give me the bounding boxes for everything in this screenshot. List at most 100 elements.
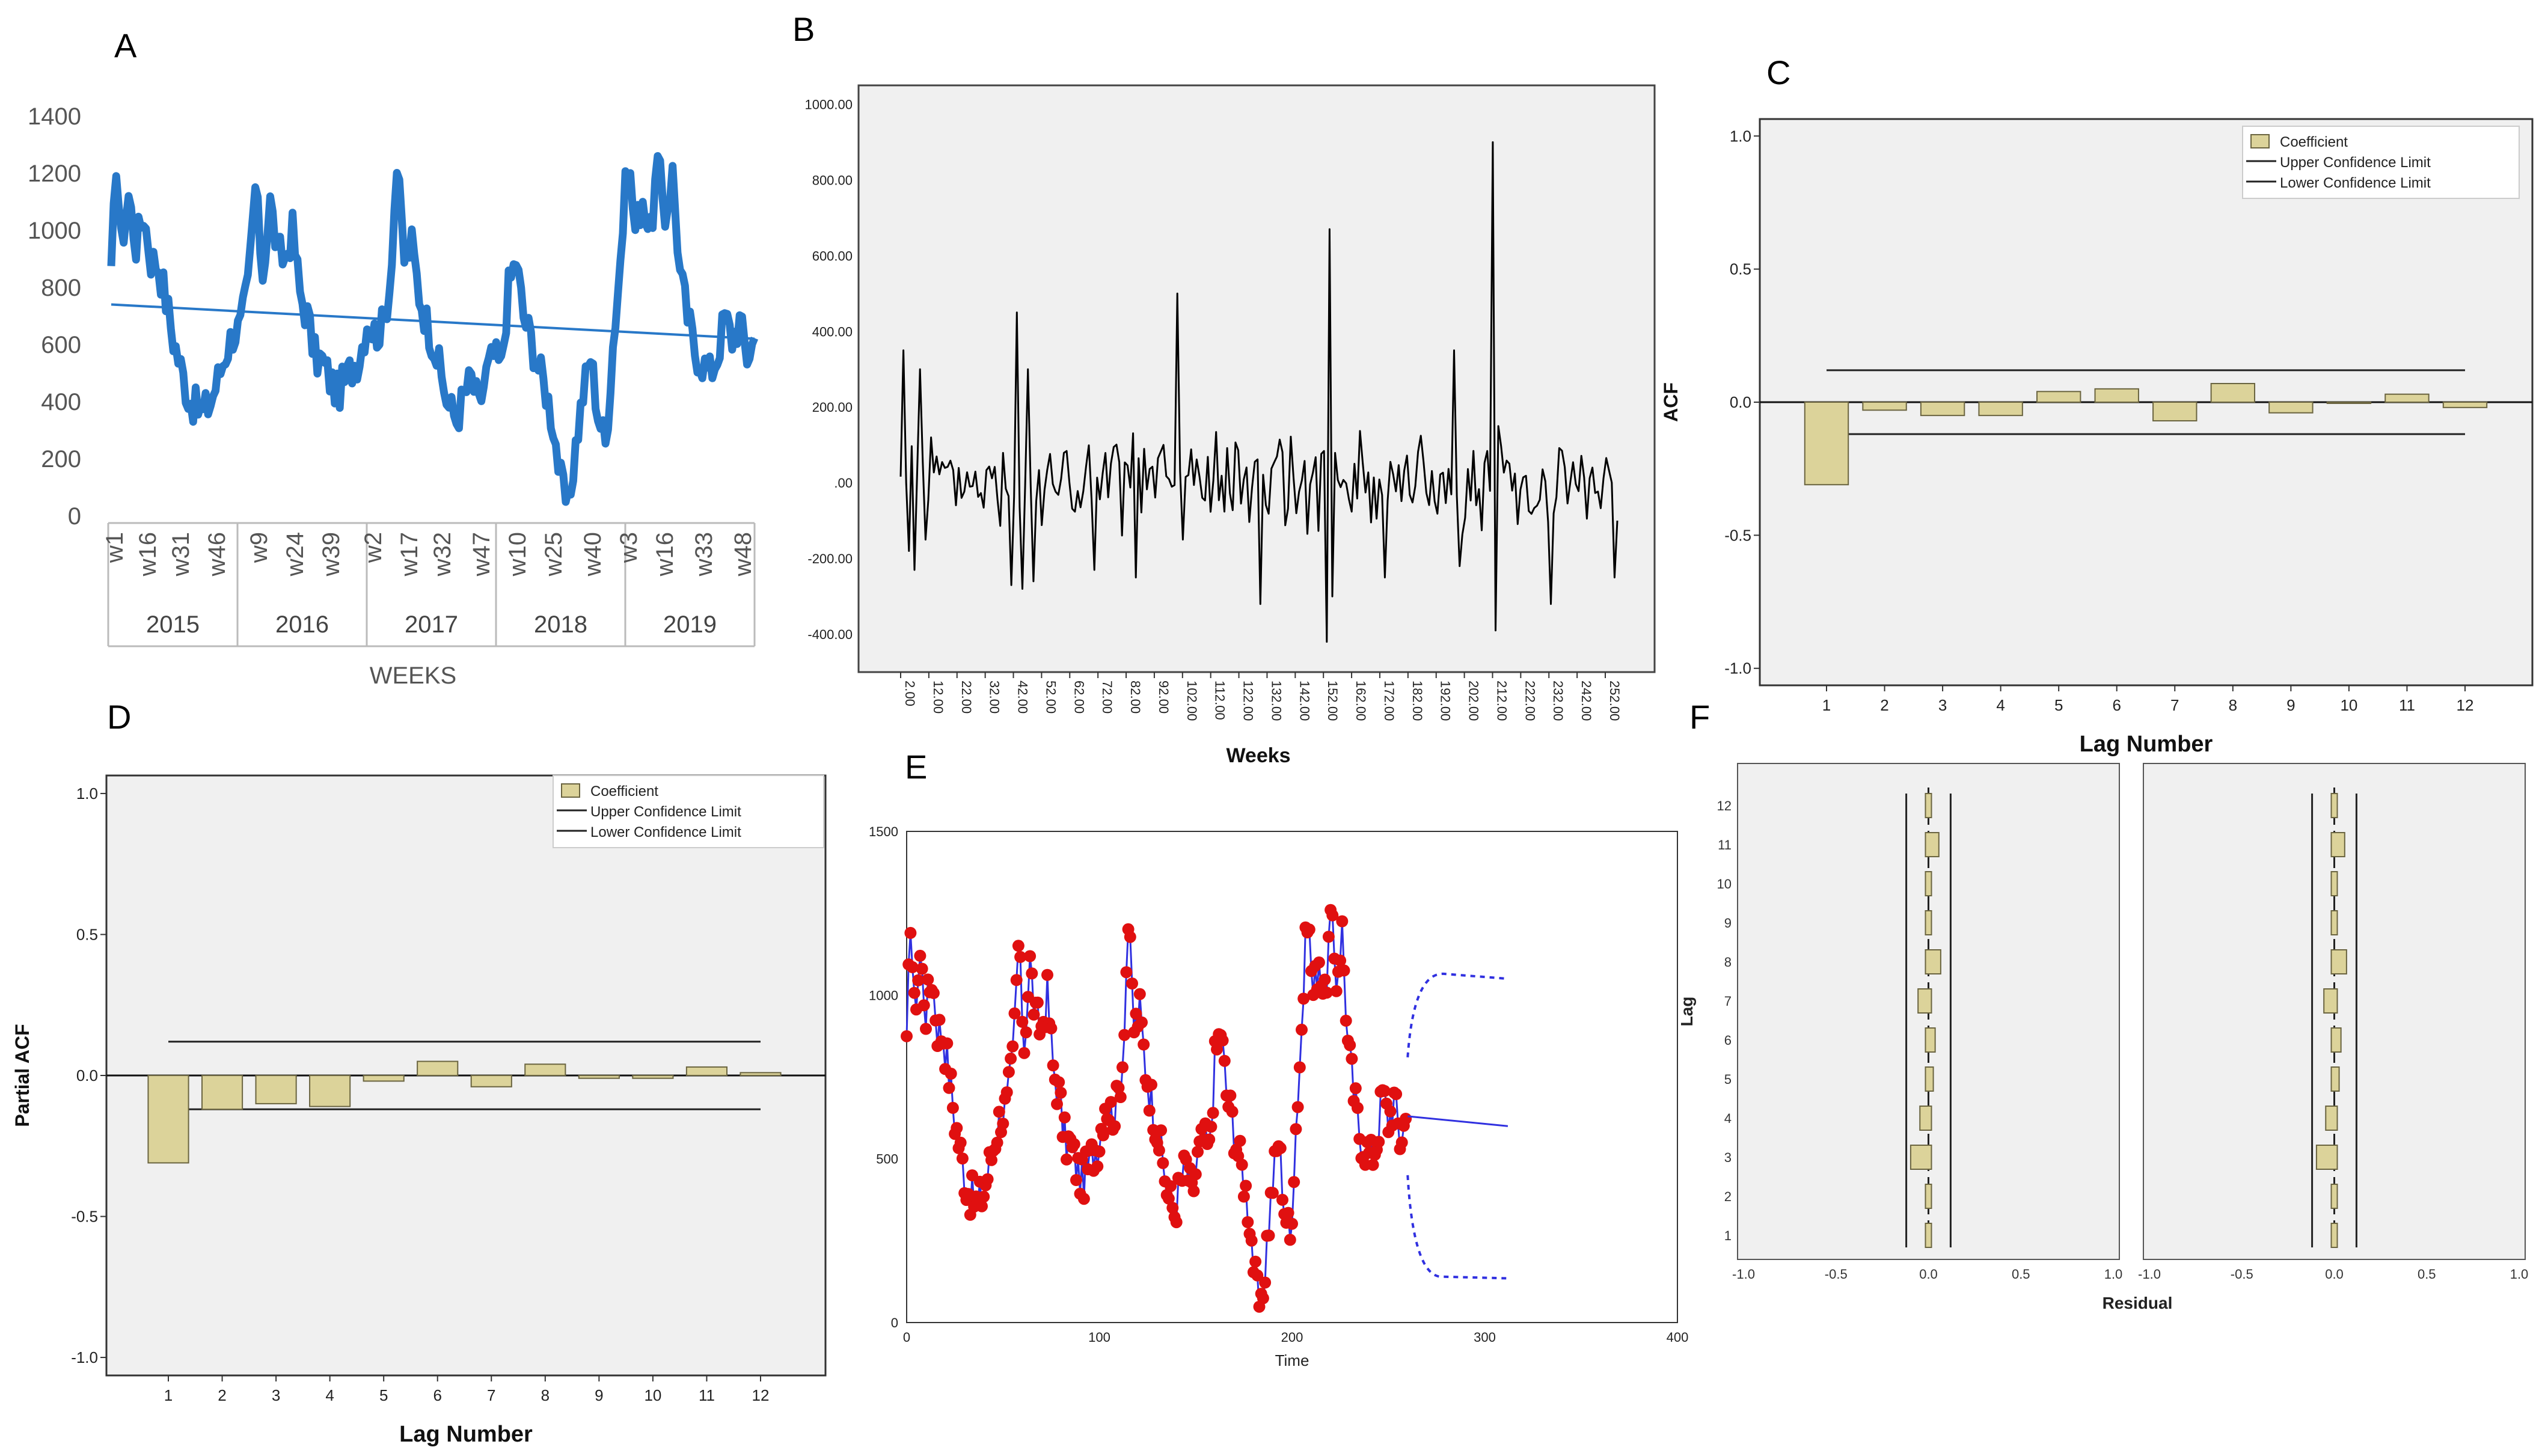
- e-data-point: [985, 1154, 997, 1166]
- e-data-point: [1263, 1229, 1275, 1242]
- e-data-point: [1014, 950, 1027, 963]
- c-legend-swatch: [2250, 134, 2270, 148]
- f-ytick-label: 5: [1724, 1072, 1732, 1087]
- d-xtick-label: 4: [325, 1386, 334, 1404]
- b-ytick-label: 800.00: [812, 173, 853, 188]
- e-data-point: [997, 1118, 1009, 1130]
- e-data-point: [906, 961, 919, 973]
- e-data-point: [1390, 1088, 1403, 1100]
- e-data-point: [1290, 1123, 1302, 1136]
- d-bar: [470, 1075, 512, 1087]
- e-data-point: [1157, 1157, 1169, 1169]
- d-xtick-label: 7: [487, 1386, 495, 1404]
- e-data-point: [1051, 1098, 1063, 1110]
- e-data-point: [1276, 1193, 1288, 1206]
- e-x-axis-title: Time: [1275, 1351, 1309, 1369]
- f-right-bar: [2330, 793, 2338, 818]
- e-data-point: [1097, 1129, 1109, 1142]
- d-xtick-label: 6: [433, 1386, 441, 1404]
- e-data-point: [1166, 1202, 1179, 1214]
- e-data-point: [991, 1136, 1003, 1149]
- c-bar: [1862, 402, 1907, 411]
- f-right-bar: [2323, 988, 2338, 1014]
- e-data-point: [1091, 1160, 1104, 1173]
- e-data-point: [1006, 1040, 1019, 1053]
- f-ytick-label: 12: [1717, 798, 1732, 813]
- e-data-point: [1211, 1043, 1223, 1056]
- b-xtick-label: 52.00: [1043, 681, 1058, 714]
- e-data-point: [1318, 973, 1331, 986]
- f-left-xtick-label: 0.0: [1919, 1267, 1938, 1282]
- b-xtick-label: 62.00: [1071, 681, 1086, 714]
- e-data-point: [1005, 1052, 1017, 1065]
- f-left-bar: [1917, 988, 1932, 1014]
- e-data-point: [1340, 1014, 1352, 1027]
- e-data-point: [1224, 1089, 1237, 1102]
- e-data-point: [1058, 1111, 1071, 1124]
- e-data-point: [1207, 1107, 1219, 1119]
- e-xtick-label: 400: [1667, 1330, 1689, 1345]
- c-xtick-label: 6: [2112, 696, 2121, 714]
- e-data-point: [1138, 1038, 1150, 1051]
- e-data-point: [1226, 1106, 1239, 1118]
- e-data-point: [1320, 986, 1333, 999]
- panel-letter-f: F: [1689, 698, 1710, 736]
- d-bar: [255, 1075, 297, 1104]
- c-xtick-label: 1: [1822, 696, 1831, 714]
- f-left-xtick-label: 1.0: [2104, 1267, 2123, 1282]
- d-xtick-label: 12: [752, 1386, 770, 1404]
- a-ytick-label: 0: [68, 503, 81, 530]
- e-data-point: [981, 1173, 994, 1185]
- e-data-point: [922, 973, 934, 986]
- e-data-point: [1026, 967, 1038, 980]
- e-data-point: [1312, 956, 1325, 968]
- d-xtick-label: 5: [379, 1386, 388, 1404]
- e-data-point: [1395, 1136, 1408, 1149]
- a-week-label: w31: [168, 532, 194, 577]
- e-data-point: [1010, 974, 1023, 986]
- f-right-bar: [2330, 1066, 2340, 1092]
- e-data-point: [951, 1122, 963, 1134]
- e-data-point: [1259, 1276, 1272, 1289]
- f-right-bar: [2315, 1145, 2338, 1170]
- e-data-point: [1274, 1142, 1287, 1154]
- a-week-label: w32: [429, 532, 456, 577]
- c-bar: [2384, 393, 2430, 403]
- e-data-point: [1012, 940, 1024, 952]
- e-data-point: [1153, 1144, 1165, 1157]
- e-data-point: [1028, 1008, 1040, 1021]
- e-data-point: [1218, 1054, 1231, 1067]
- e-data-point: [1016, 1015, 1029, 1028]
- b-xtick-label: 92.00: [1156, 681, 1171, 714]
- f-left-bar: [1925, 1066, 1934, 1092]
- panel-letter-a: A: [114, 26, 137, 64]
- e-plot-area: [906, 831, 1678, 1323]
- d-legend-label: Lower Confidence Limit: [590, 824, 741, 840]
- d-xtick-label: 2: [218, 1386, 226, 1404]
- f-ytick-label: 3: [1724, 1150, 1732, 1165]
- e-ytick-label: 1000: [869, 988, 898, 1003]
- e-data-point: [1187, 1185, 1200, 1198]
- e-data-point: [1326, 909, 1339, 922]
- e-data-point: [1189, 1168, 1202, 1181]
- a-week-label: w33: [691, 532, 717, 577]
- e-data-point: [1297, 993, 1310, 1005]
- e-data-point: [1291, 1101, 1304, 1113]
- e-data-point: [1018, 1047, 1031, 1059]
- e-data-point: [1170, 1216, 1183, 1229]
- e-data-point: [1203, 1133, 1216, 1146]
- c-xtick-label: 7: [2170, 696, 2179, 714]
- d-xtick-label: 9: [595, 1386, 603, 1404]
- e-data-point: [1077, 1193, 1090, 1205]
- e-data-point: [1126, 977, 1138, 990]
- e-data-point: [1330, 985, 1343, 997]
- d-x-axis-title: Lag Number: [399, 1422, 533, 1447]
- b-ytick-label: .00: [834, 476, 853, 491]
- f-y-axis-title: Lag: [1677, 997, 1696, 1027]
- panel-letter-c: C: [1766, 54, 1790, 91]
- b-xtick-label: 42.00: [1015, 681, 1031, 714]
- b-xtick-label: 202.00: [1466, 681, 1481, 721]
- b-xtick-label: 122.00: [1241, 681, 1256, 721]
- e-xtick-label: 200: [1281, 1330, 1303, 1345]
